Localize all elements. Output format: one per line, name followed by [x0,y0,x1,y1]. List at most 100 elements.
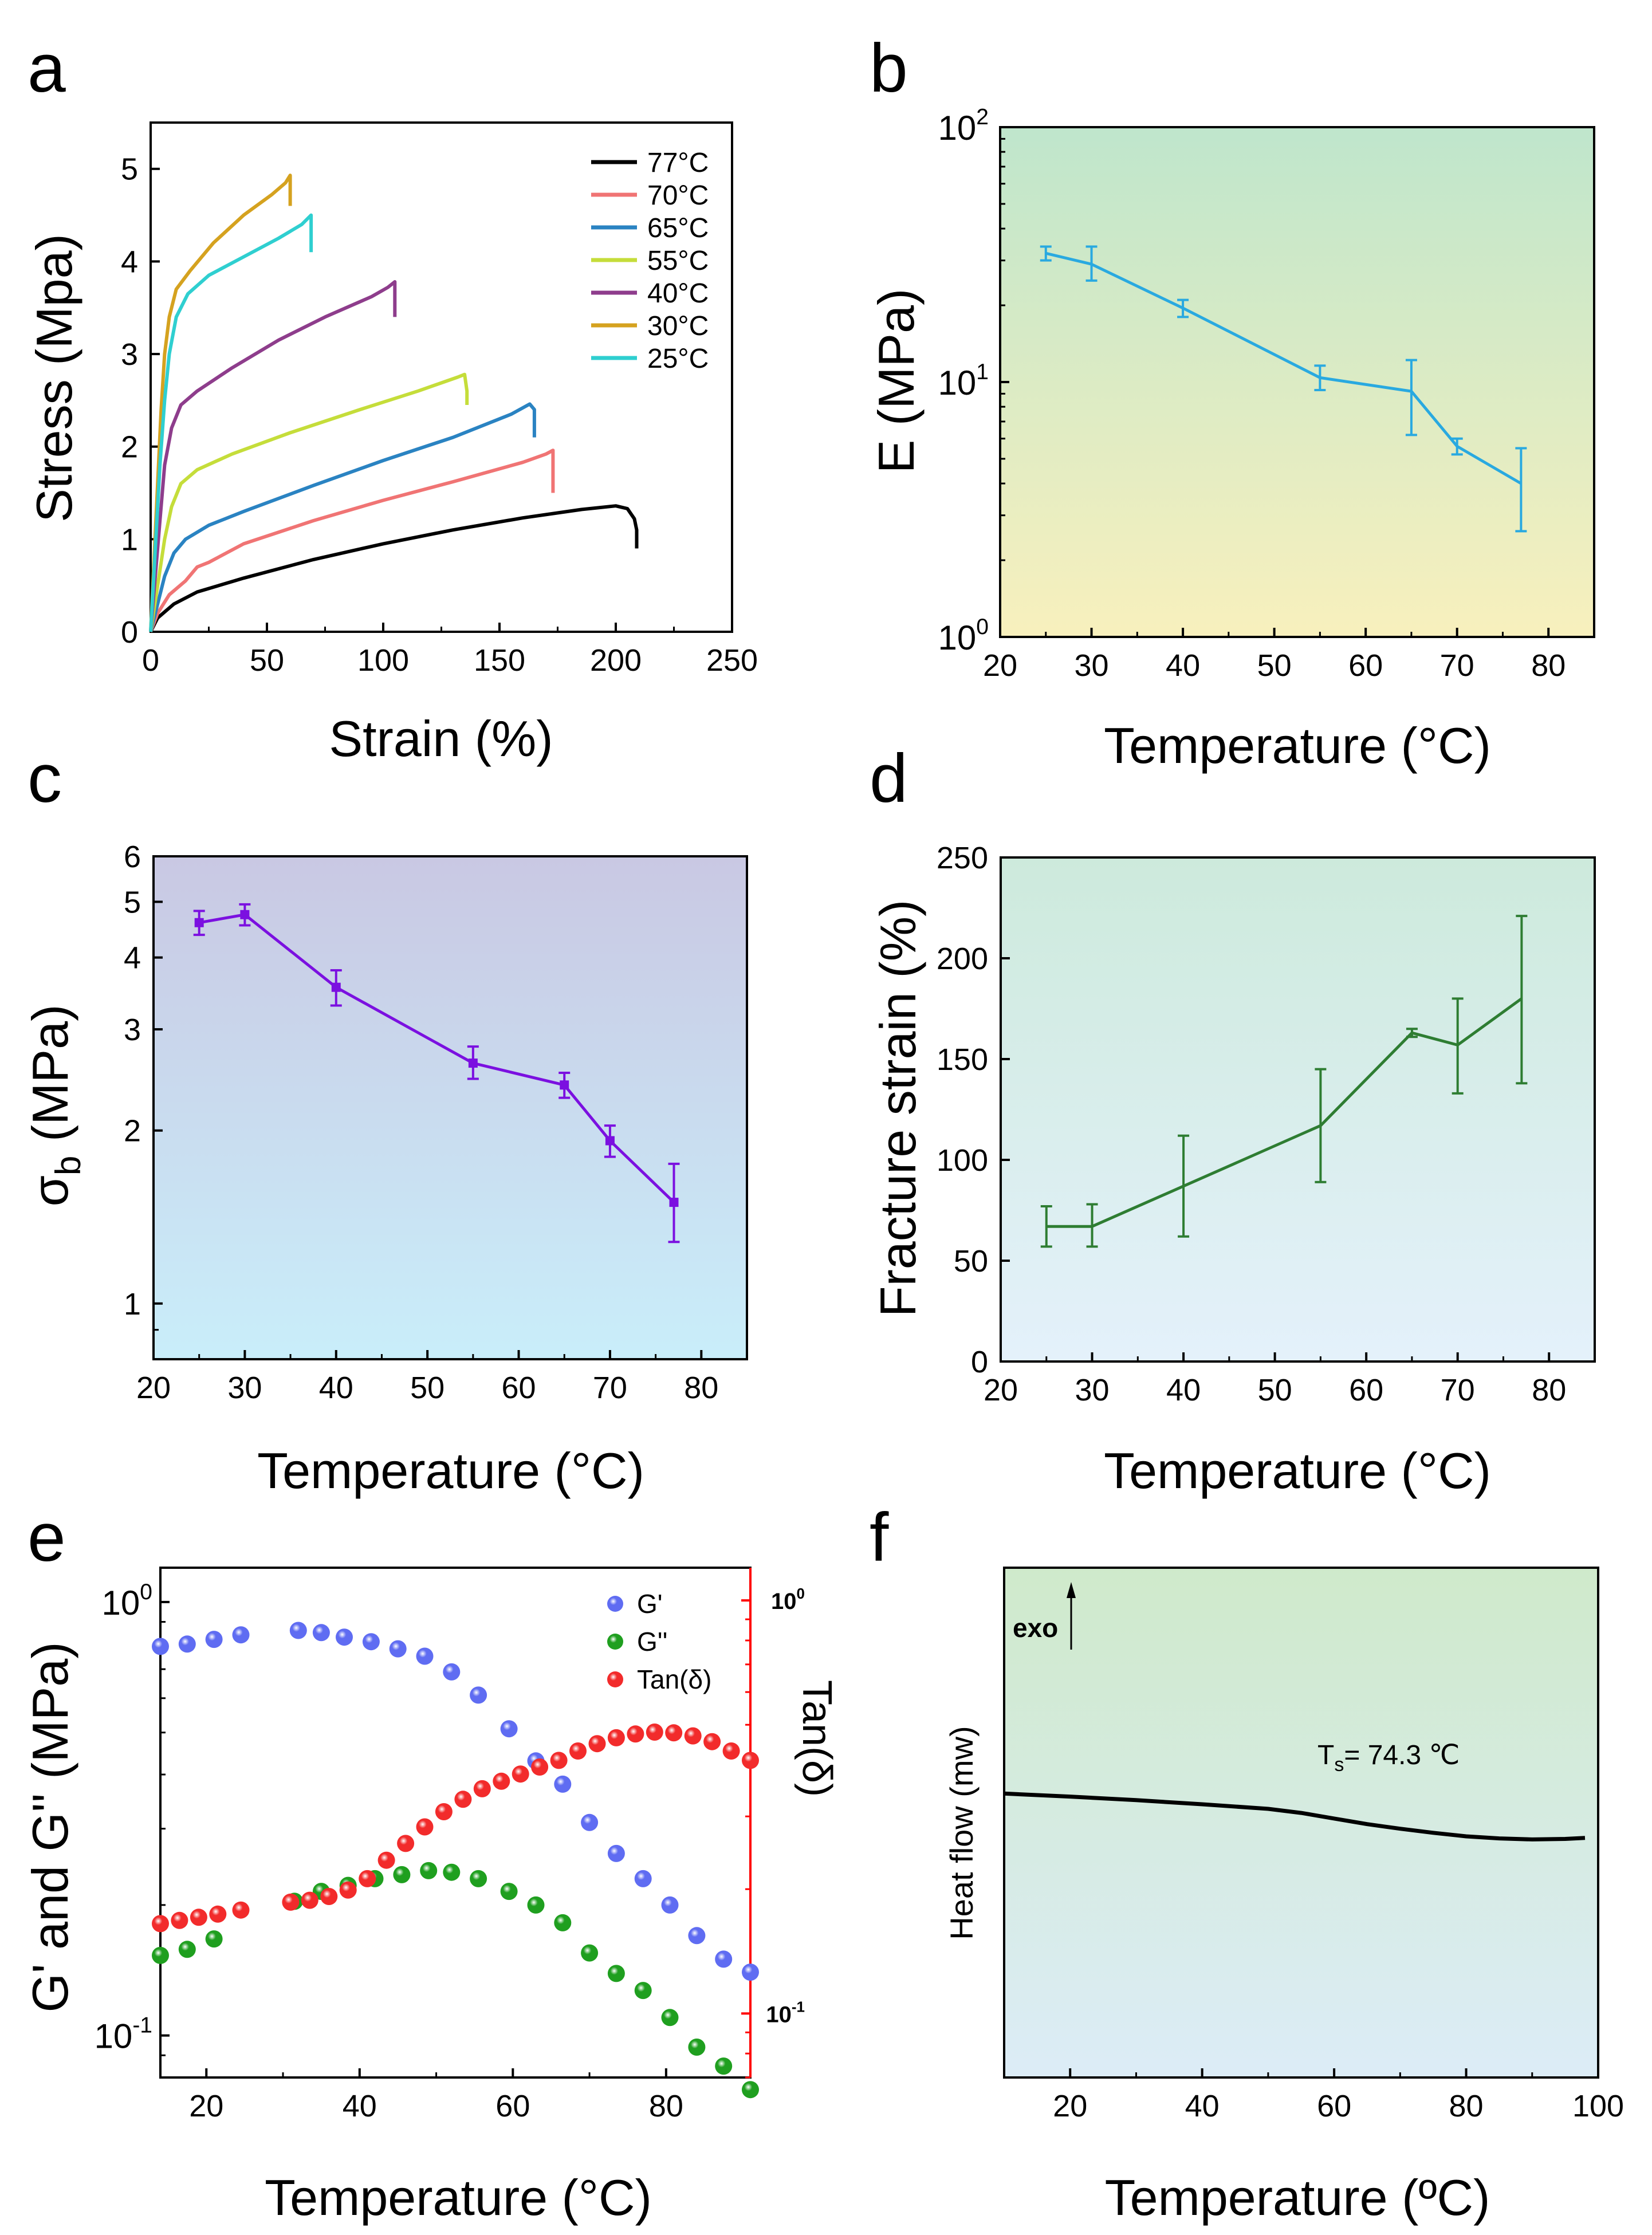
panel-e-data-point-g1 [634,1870,652,1887]
panel-c-data-point [194,918,204,927]
panel-b-x-tick-label: 50 [1257,648,1292,683]
panel-a-legend-label: 40°C [647,278,709,309]
panel-a-series-s70 [149,448,555,633]
panel-a-series-s77 [149,504,639,633]
panel-e-data-point-g1 [661,1896,679,1914]
panel-e-data-point-tan [339,1881,357,1899]
panel-e-data-point-tan [152,1915,169,1933]
panel-e-data-point-g1 [389,1640,407,1658]
panel-c-x-tick-label: 80 [684,1371,718,1405]
panel-e-data-point-g1 [470,1686,487,1704]
panel-e-data-point-g1 [336,1628,353,1646]
panel-e-x-tick-label: 80 [649,2089,683,2123]
panel-e-data-point-tan [209,1905,227,1923]
panel-e-data-point-tan [359,1870,376,1887]
panel-f-x-tick-label: 80 [1449,2089,1484,2123]
panel-a-y-tick-label: 1 [121,522,138,557]
panel-c-x-tick-label: 20 [136,1371,171,1405]
panel-e-data-point-g2 [715,2057,733,2075]
panel-letter: a [27,30,66,107]
panel-b-x-tick-label: 60 [1348,648,1383,683]
panel-e-data-point-g2 [443,1863,461,1881]
panel-c-y-tick-label: 6 [124,840,141,874]
panel-d-x-axis-title: Temperature (°C) [1104,1442,1491,1499]
panel-a-x-tick-label: 0 [142,643,159,678]
panel-d-y-tick-label: 100 [937,1143,988,1178]
panel-d-x-tick-label: 80 [1532,1373,1566,1407]
panel-e-data-point-tan [493,1772,510,1790]
panel-a-x-tick-label: 200 [590,643,642,678]
panel-e-data-point-g1 [289,1622,307,1639]
panel-a-plot-area [150,121,733,633]
panel-letter: b [870,30,908,107]
panel-b-x-tick-label: 70 [1440,648,1474,683]
panel-e-data-point-g1 [742,1964,759,1981]
panel-e-data-point-g1 [312,1624,330,1642]
panel-b-y-tick-label: 101 [938,360,989,402]
panel-f-annotation-exo: exo [1013,1613,1058,1643]
panel-e-legend-label: Tan(δ) [637,1665,711,1694]
panel-e-x-tick-label: 60 [495,2089,530,2123]
panel-e-data-point-g2 [470,1870,487,1887]
panel-e-data-point-g1 [205,1631,223,1648]
panel-c-y-tick-label: 5 [124,885,141,919]
panel-e-data-point-tan [550,1752,568,1769]
panel-b-x-tick-label: 30 [1074,648,1108,683]
panel-f-x-tick-label: 100 [1572,2089,1624,2123]
panel-e-data-point-g2 [178,1941,196,1958]
panel-d-y-tick-label: 200 [937,942,988,976]
panel-e-data-point-tan [171,1911,188,1929]
panel-a-series-s55 [149,372,469,632]
panel-letter: f [870,1499,889,1576]
panel-a-legend-label: 77°C [647,148,709,178]
panel-c-data-point [560,1080,569,1090]
panel-c-x-tick-label: 50 [410,1371,445,1405]
panel-f-y-axis-title: Heat flow (mw) [943,1726,980,1939]
panel-e-data-point-g1 [500,1720,518,1738]
panel-e-data-point-tan [665,1724,683,1742]
panel-f-exo-arrowhead [1067,1582,1076,1598]
panel-e-data-point-tan [569,1742,587,1760]
panel-c-data-point [331,982,341,992]
panel-e-data-point-tan [320,1888,338,1905]
panel-e-right-y-tick-label: 100 [771,1585,805,1614]
panel-d-x-tick-label: 70 [1441,1373,1475,1407]
panel-c-x-axis-title: Temperature (°C) [257,1442,644,1499]
panel-d-x-tick-label: 40 [1166,1373,1201,1407]
panel-e-legend-marker [607,1671,623,1687]
panel-d-y-tick-label: 50 [954,1244,988,1278]
panel-e-data-point-tan [646,1724,663,1741]
panel-c-plot-area [152,855,748,1360]
panel-e-legend-label: G' [637,1589,663,1619]
panel-e-right-axis-title: Tan(δ) [794,1680,840,1797]
panel-a-x-axis-title: Strain (%) [329,710,553,767]
panel-e-data-point-tan [473,1780,491,1797]
panel-d-x-tick-label: 20 [984,1373,1018,1407]
panel-e-data-point-g1 [443,1663,461,1681]
panel-c-data-point [240,910,250,919]
panel-e-data-point-tan [454,1791,472,1808]
panel-d-y-tick-label: 150 [937,1042,988,1077]
panel-e-data-point-g2 [581,1944,599,1962]
panel-e-data-point-g1 [178,1635,196,1653]
panel-b-x-tick-label: 40 [1166,648,1200,683]
panel-e-data-point-tan [722,1742,740,1760]
panel-a-series-s40 [149,280,397,632]
panel-e-data-point-g2 [607,1965,625,1982]
panel-e-x-axis-title: Temperature (°C) [265,2169,652,2226]
panel-c-data-point [605,1136,615,1146]
panel-d-y-axis-title: Fracture strain (%) [870,900,926,1317]
panel-e-data-point-g2 [420,1862,438,1879]
panel-a-y-axis-title: Stress (Mpa) [26,234,82,522]
panel-e-data-point-g2 [152,1946,169,1964]
panel-b-x-tick-label: 80 [1531,648,1566,683]
panel-f-x-tick-label: 40 [1185,2089,1220,2123]
panel-c-y-tick-label: 1 [124,1287,141,1321]
panel-a-y-tick-label: 5 [121,152,138,187]
panel-a-y-tick-label: 4 [121,245,138,279]
panel-e-data-point-tan [416,1818,434,1836]
panel-e-legend-marker [607,1634,623,1650]
panel-e-y-axis-title: G' and G'' (MPa) [22,1642,78,2012]
panel-e-data-point-g1 [362,1633,380,1651]
